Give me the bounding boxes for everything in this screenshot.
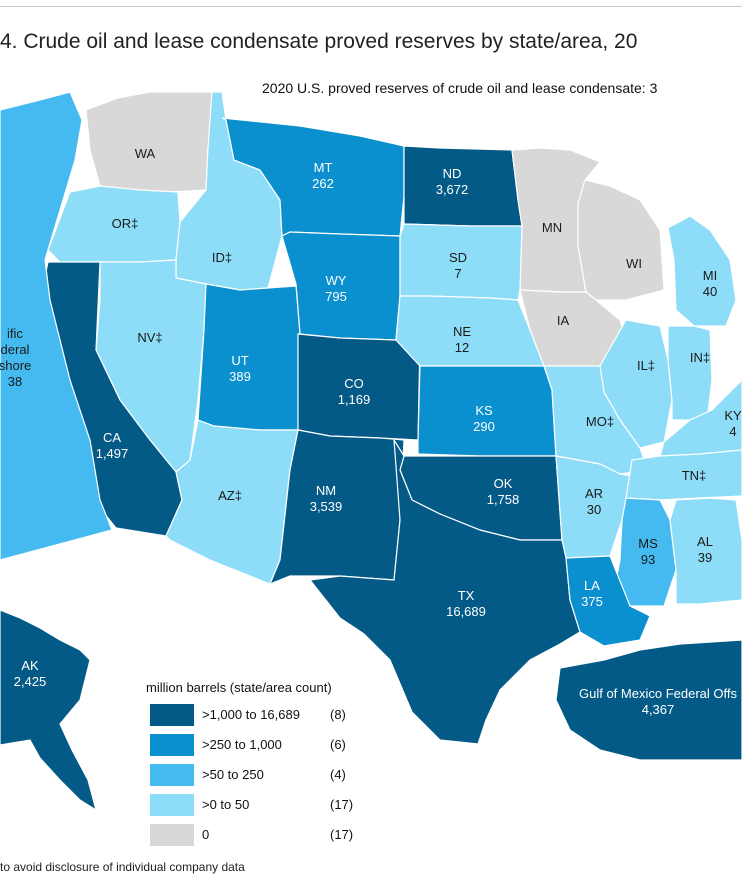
region-label-nv: NV‡ — [137, 330, 162, 345]
legend-count: (17) — [330, 797, 354, 812]
legend-item: >1,000 to 16,689 (8) — [150, 704, 390, 726]
region-label-co: CO 1,169 — [338, 376, 371, 407]
region-label-in: IN‡ — [690, 350, 710, 365]
legend-count: (8) — [330, 707, 346, 722]
region-label-nm: NM 3,539 — [310, 483, 343, 514]
region-in — [667, 325, 713, 421]
top-divider — [0, 6, 742, 7]
region-label-pac: ific deral shore 38 — [0, 326, 31, 389]
region-wa — [85, 91, 215, 193]
region-gom — [555, 639, 742, 761]
region-label-ar: AR 30 — [585, 486, 603, 517]
legend-count: (6) — [330, 737, 346, 752]
region-label-ia: IA — [557, 313, 570, 328]
legend-item: >0 to 50 (17) — [150, 794, 390, 816]
region-ms — [613, 497, 677, 607]
region-mi — [667, 215, 737, 327]
region-label-az: AZ‡ — [218, 488, 242, 503]
legend-label: 0 — [202, 827, 210, 842]
legend-label: >1,000 to 16,689 — [202, 707, 300, 722]
legend-label: >250 to 1,000 — [202, 737, 282, 752]
region-label-mo: MO‡ — [586, 414, 614, 429]
legend-item: >250 to 1,000 (6) — [150, 734, 390, 756]
legend-label: >0 to 50 — [202, 797, 250, 812]
region-az — [165, 419, 299, 585]
region-label-al: AL 39 — [697, 534, 713, 565]
region-label-ms: MS 93 — [638, 536, 658, 567]
region-label-gom: Gulf of Mexico Federal Offs 4,367 — [579, 686, 737, 717]
region-ut — [197, 283, 301, 431]
region-label-wy: WY 795 — [325, 273, 347, 304]
region-la — [565, 555, 651, 647]
legend-label: >50 to 250 — [202, 767, 264, 782]
region-al — [669, 497, 742, 605]
region-label-ok: OK 1,758 — [487, 476, 520, 507]
region-label-mi: MI 40 — [703, 268, 717, 299]
region-pac — [0, 91, 113, 561]
region-label-ut: UT 389 — [229, 353, 251, 384]
region-wi — [577, 179, 665, 301]
region-ar — [555, 455, 633, 559]
legend-swatch — [150, 794, 194, 816]
legend-title: million barrels (state/area count) — [146, 680, 332, 695]
region-label-mt: MT 262 — [312, 160, 334, 191]
region-label-ne: NE 12 — [453, 324, 471, 355]
region-label-ky: KY 4 — [724, 408, 742, 439]
region-label-wi: WI — [626, 256, 642, 271]
legend-item: 0 (17) — [150, 824, 390, 846]
map-title: 4. Crude oil and lease condensate proved… — [0, 30, 638, 53]
legend-swatch — [150, 734, 194, 756]
footnote: to avoid disclosure of individual compan… — [0, 860, 245, 874]
region-label-mn: MN — [542, 220, 562, 235]
legend-count: (4) — [330, 767, 346, 782]
map-subtitle: 2020 U.S. proved reserves of crude oil a… — [262, 80, 658, 96]
region-label-ak: AK 2,425 — [14, 658, 47, 689]
region-label-ks: KS 290 — [473, 403, 495, 434]
region-label-tx: TX 16,689 — [446, 588, 486, 619]
region-ak — [0, 609, 97, 812]
region-label-sd: SD 7 — [449, 250, 467, 281]
region-label-id: ID‡ — [212, 250, 232, 265]
legend-item: >50 to 250 (4) — [150, 764, 390, 786]
region-label-ca: CA 1,497 — [96, 430, 129, 461]
region-label-il: IL‡ — [637, 358, 655, 373]
legend-count: (17) — [330, 827, 354, 842]
legend-swatch — [150, 824, 194, 846]
region-label-or: OR‡ — [112, 216, 139, 231]
region-tx — [308, 439, 581, 745]
region-label-la: LA 375 — [581, 578, 603, 609]
legend-swatch — [150, 704, 194, 726]
legend-swatch — [150, 764, 194, 786]
region-label-tn: TN‡ — [682, 468, 707, 483]
region-label-nd: ND 3,672 — [436, 166, 469, 197]
region-label-wa: WA — [135, 146, 156, 161]
